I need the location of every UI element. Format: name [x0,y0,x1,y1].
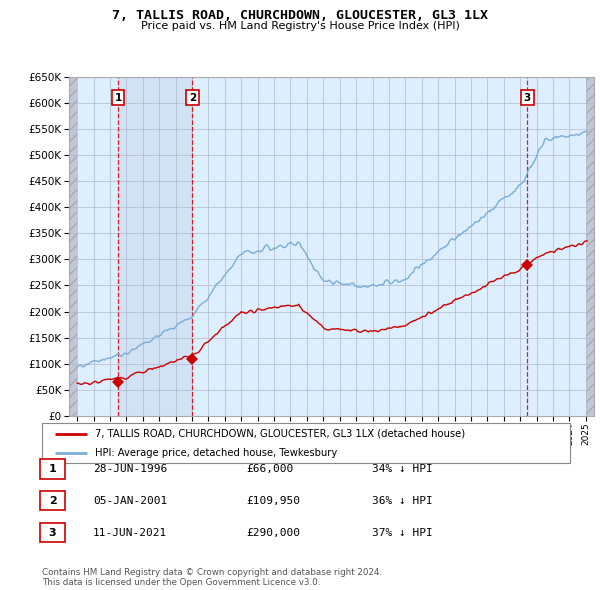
Bar [118,77,193,416]
Text: 2: 2 [49,496,56,506]
Text: 3: 3 [49,528,56,537]
Text: 37% ↓ HPI: 37% ↓ HPI [372,528,433,537]
Text: 1: 1 [115,93,122,103]
FancyBboxPatch shape [42,423,570,463]
Text: £66,000: £66,000 [246,464,293,474]
Text: Price paid vs. HM Land Registry's House Price Index (HPI): Price paid vs. HM Land Registry's House … [140,21,460,31]
Text: 28-JUN-1996: 28-JUN-1996 [93,464,167,474]
Text: 3: 3 [524,93,531,103]
Text: 1: 1 [49,464,56,474]
FancyBboxPatch shape [40,491,65,510]
Text: 2: 2 [189,93,196,103]
Bar [586,77,594,416]
Text: 36% ↓ HPI: 36% ↓ HPI [372,496,433,506]
Text: £109,950: £109,950 [246,496,300,506]
Text: Contains HM Land Registry data © Crown copyright and database right 2024.
This d: Contains HM Land Registry data © Crown c… [42,568,382,587]
Text: 11-JUN-2021: 11-JUN-2021 [93,528,167,537]
Text: 7, TALLIS ROAD, CHURCHDOWN, GLOUCESTER, GL3 1LX: 7, TALLIS ROAD, CHURCHDOWN, GLOUCESTER, … [112,9,488,22]
Bar [69,77,77,416]
FancyBboxPatch shape [40,460,65,478]
FancyBboxPatch shape [40,523,65,542]
Text: 34% ↓ HPI: 34% ↓ HPI [372,464,433,474]
Text: 05-JAN-2001: 05-JAN-2001 [93,496,167,506]
Text: 7, TALLIS ROAD, CHURCHDOWN, GLOUCESTER, GL3 1LX (detached house): 7, TALLIS ROAD, CHURCHDOWN, GLOUCESTER, … [95,429,465,439]
Text: HPI: Average price, detached house, Tewkesbury: HPI: Average price, detached house, Tewk… [95,448,337,458]
Text: £290,000: £290,000 [246,528,300,537]
